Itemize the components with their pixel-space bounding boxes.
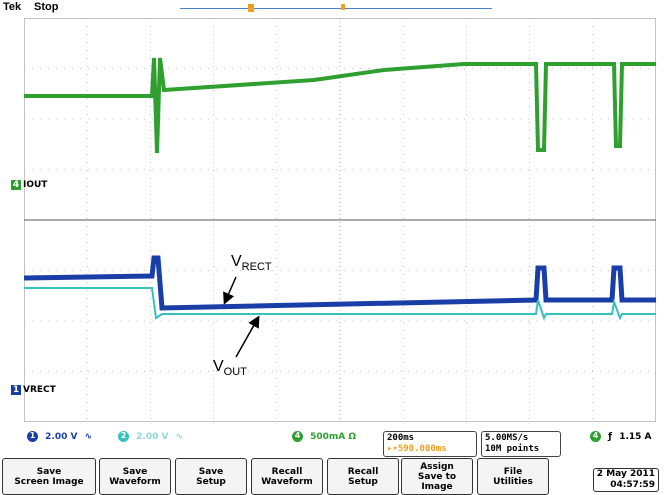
ch4-marker-icon[interactable]: 4 [11,180,21,190]
bandwidth-icon: ∿ [84,432,93,442]
iout-trace [24,57,656,154]
trigger-position-marker [248,4,254,12]
delay-icon: ▸▾ [387,444,398,454]
trigger-delay: ▸▾590.000ms [387,444,447,454]
bezel-button-bar: Save Screen Image Save Waveform Save Setup … [0,458,664,495]
ch4-label: IOUT [23,180,48,190]
ch4-scale: 500mA Ω [310,432,357,442]
trigger-readout[interactable]: 4 ƒ 1.15 A [590,431,652,445]
waveforms [24,57,656,321]
ch2-badge-icon: 2 [118,431,129,442]
brand-logo: Tek [3,1,22,13]
bandwidth-icon: ∿ [175,432,184,442]
date-time-display: 2 May 2011 04:57:59 [593,468,659,492]
save-setup-button[interactable]: Save Setup [175,458,247,495]
vout-trace [24,287,656,321]
graticule-lines [24,18,656,422]
ch4-badge-icon: 4 [292,431,303,442]
vrect-annotation: VRECT [231,253,272,274]
rising-edge-icon: ƒ [608,432,613,442]
ch2-readout[interactable]: 2 2.00 V ∿ [118,431,183,445]
time-text: 04:57:59 [610,480,655,490]
timebase-readout[interactable]: 200ms ▸▾590.000ms [383,431,477,457]
acquisition-status: Stop [34,1,59,13]
trigger-position-bar [180,8,492,9]
save-screen-image-button[interactable]: Save Screen Image [2,458,96,495]
ch1-label: VRECT [23,385,56,395]
assign-save-button[interactable]: Assign Save to Image [401,458,473,495]
file-utilities-button[interactable]: File Utilities [477,458,549,495]
recall-waveform-button[interactable]: Recall Waveform [251,458,323,495]
trigger-point-marker [341,4,345,10]
save-waveform-button[interactable]: Save Waveform [99,458,171,495]
timebase-value: 200ms [387,433,415,443]
ch1-scale: 2.00 V [45,432,78,442]
ch1-badge-icon: 1 [27,431,38,442]
ch4-readout[interactable]: 4 500mA Ω [292,431,356,445]
recall-setup-button[interactable]: Recall Setup [327,458,399,495]
trigger-level: 1.15 A [619,432,652,442]
sample-rate: 5.00MS/s [485,433,529,443]
ch2-scale: 2.00 V [136,432,169,442]
record-length: 10M points [485,444,540,454]
acquisition-readout[interactable]: 5.00MS/s 10M points [481,431,561,457]
ch1-marker-icon[interactable]: 1 [11,385,21,395]
vrect-trace [24,255,656,311]
trigger-source-badge-icon: 4 [590,431,601,442]
date-text: 2 May 2011 [596,469,655,479]
vout-annotation: VOUT [213,358,247,379]
waveform-graticule [24,18,656,422]
ch1-readout[interactable]: 1 2.00 V ∿ [27,431,92,445]
